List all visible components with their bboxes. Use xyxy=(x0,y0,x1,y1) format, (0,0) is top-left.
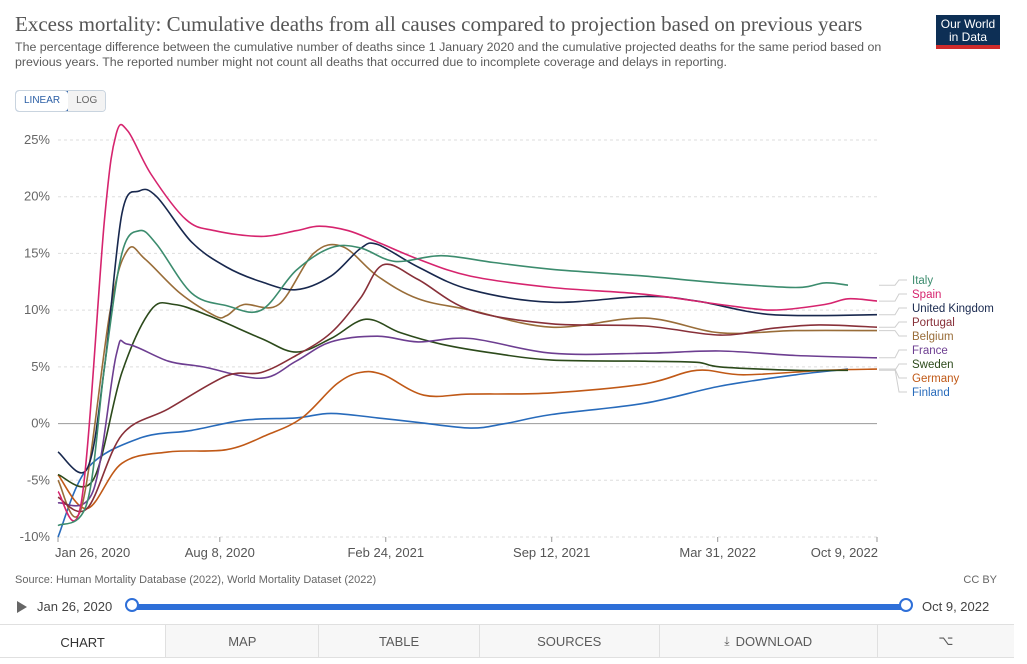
tab-table[interactable]: TABLE xyxy=(318,625,479,657)
y-tick-label: 0% xyxy=(31,416,50,431)
series-line-france xyxy=(57,335,878,507)
series-line-united-kingdom xyxy=(57,188,878,474)
owid-logo[interactable]: Our World in Data xyxy=(936,15,1000,49)
chart-subtitle: The percentage difference between the cu… xyxy=(15,40,882,69)
tab-sources[interactable]: SOURCES xyxy=(478,625,659,657)
timeline-end-handle[interactable] xyxy=(899,598,913,612)
license-label[interactable]: CC BY xyxy=(963,574,997,586)
legend-connector xyxy=(879,330,907,337)
play-icon[interactable] xyxy=(17,601,27,613)
timeline-track[interactable] xyxy=(132,604,906,610)
y-tick-label: 15% xyxy=(24,245,50,260)
logo-line-2: in Data xyxy=(948,30,988,44)
legend-label-united-kingdom: United Kingdom xyxy=(912,303,994,315)
timeline-end-label: Oct 9, 2022 xyxy=(922,599,990,614)
x-tick-label: Sep 12, 2021 xyxy=(513,545,590,560)
legend-connector xyxy=(879,307,907,316)
download-label: DOWNLOAD xyxy=(735,633,813,649)
x-tick-label: Jan 26, 2020 xyxy=(55,545,130,560)
series-line-portugal xyxy=(57,263,878,513)
series-line-spain xyxy=(57,123,878,522)
tab-map[interactable]: MAP xyxy=(165,625,319,657)
legend: Italy Spain United Kingdom Portugal Belgium F… xyxy=(879,275,994,399)
legend-label-spain: Spain xyxy=(912,289,941,301)
y-axis: -10% -5% 0% 5% 10% 15% 20% 25% xyxy=(20,132,51,544)
logo-line-1: Our World xyxy=(940,17,996,31)
timeline-start-label: Jan 26, 2020 xyxy=(37,599,113,614)
download-icon: ⤓ xyxy=(724,633,730,648)
y-tick-label: -10% xyxy=(20,529,51,544)
x-tick-label: Mar 31, 2022 xyxy=(679,545,756,560)
legend-connector xyxy=(879,293,907,302)
legend-connector xyxy=(879,368,907,393)
legend-label-finland: Finland xyxy=(912,387,950,399)
x-tick-label: Aug 8, 2020 xyxy=(185,545,255,560)
series-line-germany xyxy=(57,368,878,510)
legend-label-belgium: Belgium xyxy=(912,331,954,343)
scale-toggle: LINEAR LOG xyxy=(15,90,107,112)
y-tick-label: -5% xyxy=(27,472,51,487)
source-note: Source: Human Mortality Database (2022),… xyxy=(15,574,377,586)
legend-connector xyxy=(879,349,907,359)
x-tick-label: Oct 9, 2022 xyxy=(811,545,878,560)
series-line-sweden xyxy=(57,301,849,488)
legend-label-italy: Italy xyxy=(912,275,933,287)
timeline-start-handle[interactable] xyxy=(125,598,139,612)
chart-title: Excess mortality: Cumulative deaths from… xyxy=(15,12,863,36)
share-button[interactable]: ⌥ xyxy=(876,625,1015,657)
x-axis: Jan 26, 2020 Aug 8, 2020 Feb 24, 2021 Sep 1… xyxy=(55,537,878,560)
log-scale-button[interactable]: LOG xyxy=(68,91,106,111)
series-line-finland xyxy=(57,368,849,538)
y-tick-label: 20% xyxy=(24,189,50,204)
legend-connector xyxy=(879,279,907,286)
x-tick-label: Feb 24, 2021 xyxy=(347,545,424,560)
legend-label-germany: Germany xyxy=(912,373,960,385)
tab-chart[interactable]: CHART xyxy=(0,625,166,657)
legend-label-sweden: Sweden xyxy=(912,359,954,371)
line-chart: -10% -5% 0% 5% 10% 15% 20% 25% Jan 26, 2020 Aug … xyxy=(20,123,994,560)
legend-label-france: France xyxy=(912,345,948,357)
legend-label-portugal: Portugal xyxy=(912,317,955,329)
y-tick-label: 25% xyxy=(24,132,50,147)
legend-connector xyxy=(879,363,907,371)
series-line-belgium xyxy=(57,243,878,518)
legend-connector xyxy=(879,321,907,328)
linear-scale-button[interactable]: LINEAR xyxy=(16,91,70,111)
tab-download[interactable]: ⤓ DOWNLOAD xyxy=(658,625,877,657)
y-tick-label: 5% xyxy=(31,359,50,374)
share-icon: ⌥ xyxy=(938,633,954,648)
timeline: Jan 26, 2020 Oct 9, 2022 xyxy=(0,596,1027,620)
series-line-italy xyxy=(57,229,849,527)
series-lines xyxy=(57,123,878,538)
y-tick-label: 10% xyxy=(24,302,50,317)
tab-bar: CHART MAP TABLE SOURCES ⤓ DOWNLOAD ⌥ xyxy=(0,624,1015,658)
